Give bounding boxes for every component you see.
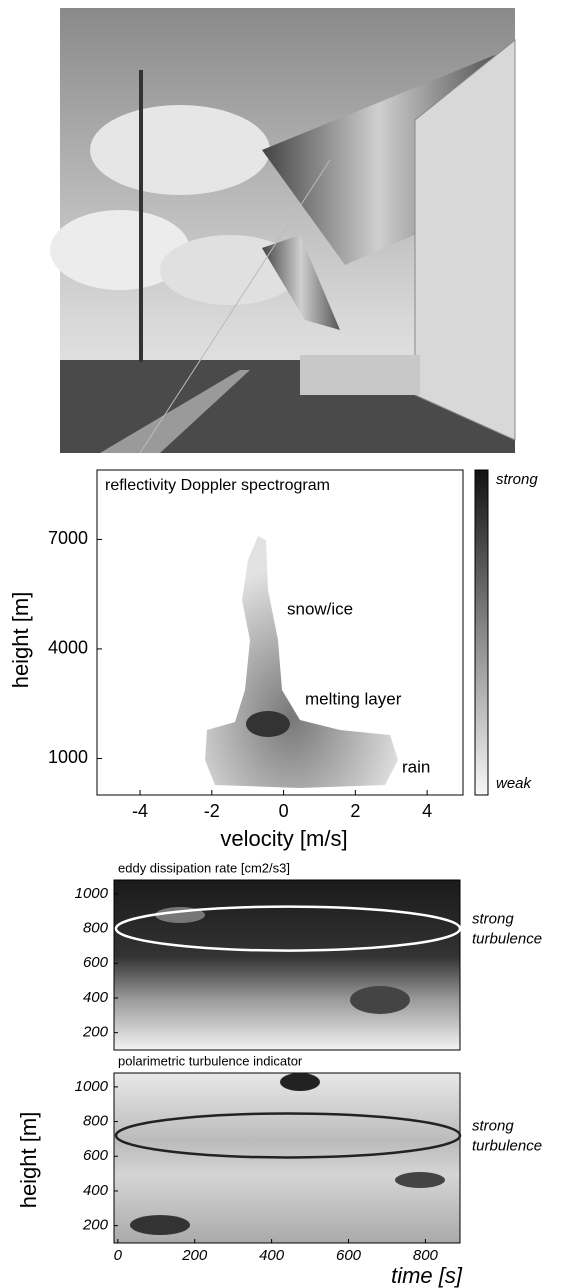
y-tick-label: 7000 xyxy=(48,528,88,548)
y-axis-label: height [m] xyxy=(8,592,33,689)
annotation: turbulence xyxy=(472,931,542,948)
x-tick-label: 400 xyxy=(259,1247,285,1264)
highlight-ellipse xyxy=(114,905,462,952)
x-tick-label: 600 xyxy=(336,1247,362,1264)
y-tick-label: 1000 xyxy=(75,885,109,902)
y-tick-label: 600 xyxy=(83,954,109,971)
annotation: turbulence xyxy=(472,1137,542,1154)
y-tick-label: 1000 xyxy=(75,1078,109,1095)
colorbar-high: strong xyxy=(496,471,538,488)
y-tick-label: 600 xyxy=(83,1147,109,1164)
y-tick-label: 200 xyxy=(82,1024,109,1041)
x-tick-label: -2 xyxy=(204,801,220,821)
annotation: strong xyxy=(472,911,514,928)
y-tick-label: 400 xyxy=(83,989,109,1006)
y-tick-label: 4000 xyxy=(48,638,88,658)
spectrogram-core xyxy=(246,711,290,737)
panel-title: eddy dissipation rate [cm2/s3] xyxy=(118,860,290,875)
x-tick-label: 0 xyxy=(114,1247,123,1264)
y-tick-label: 200 xyxy=(82,1217,109,1234)
x-tick-label: 4 xyxy=(422,801,432,821)
y-tick-label: 400 xyxy=(83,1182,109,1199)
annotation: strong xyxy=(472,1117,514,1134)
y-axis-label: height [m] xyxy=(16,1112,41,1209)
colorbar-low: weak xyxy=(496,775,533,792)
annotation: melting layer xyxy=(305,689,402,708)
panel-title: polarimetric turbulence indicator xyxy=(118,1053,303,1068)
x-axis-label: velocity [m/s] xyxy=(220,826,347,851)
annotation: snow/ice xyxy=(287,599,353,618)
x-tick-label: 2 xyxy=(350,801,360,821)
spectrogram-title: reflectivity Doppler spectrogram xyxy=(105,477,330,494)
x-tick-label: 0 xyxy=(279,801,289,821)
y-tick-label: 800 xyxy=(83,1113,109,1130)
x-axis-label: time [s] xyxy=(391,1263,463,1288)
x-tick-label: -4 xyxy=(132,801,148,821)
colorbar xyxy=(474,469,489,796)
highlight-ellipse xyxy=(114,1112,462,1159)
y-tick-label: 1000 xyxy=(48,747,88,767)
x-tick-label: 800 xyxy=(413,1247,439,1264)
photo xyxy=(50,8,516,454)
y-tick-label: 800 xyxy=(83,920,109,937)
annotation: rain xyxy=(402,757,430,776)
x-tick-label: 200 xyxy=(181,1247,208,1264)
